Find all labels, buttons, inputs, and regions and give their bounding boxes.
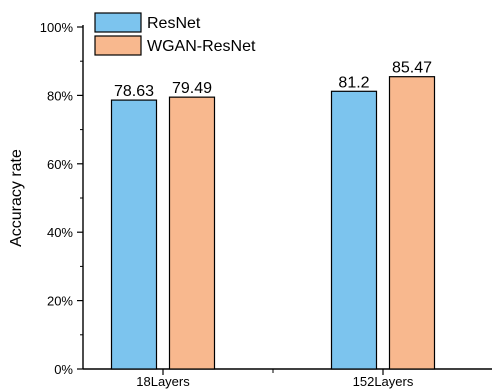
x-tick-label: 18Layers [136,374,190,389]
bar-resnet-18layers [112,100,157,369]
x-tick-label: 152Layers [353,374,414,389]
legend-swatch-resnet [95,13,141,32]
bar-resnet-152layers [332,91,377,369]
y-tick-label: 80% [47,88,73,103]
data-label: 78.63 [114,83,154,100]
data-label: 79.49 [172,80,212,97]
y-tick-label: 0% [54,362,73,377]
legend-label: ResNet [147,15,201,32]
y-tick-label: 20% [47,294,73,309]
bar-wgan-resnet-18layers [170,97,215,369]
bar-wgan-resnet-152layers [390,77,435,369]
data-label: 85.47 [392,60,432,77]
legend-swatch-wgan-resnet [95,36,141,55]
y-tick-label: 60% [47,157,73,172]
y-axis-title: Accuracy rate [8,149,25,247]
y-tick-label: 100% [40,20,74,35]
y-tick-label: 40% [47,225,73,240]
data-label: 81.2 [338,74,369,91]
legend-label: WGAN-ResNet [147,38,256,55]
